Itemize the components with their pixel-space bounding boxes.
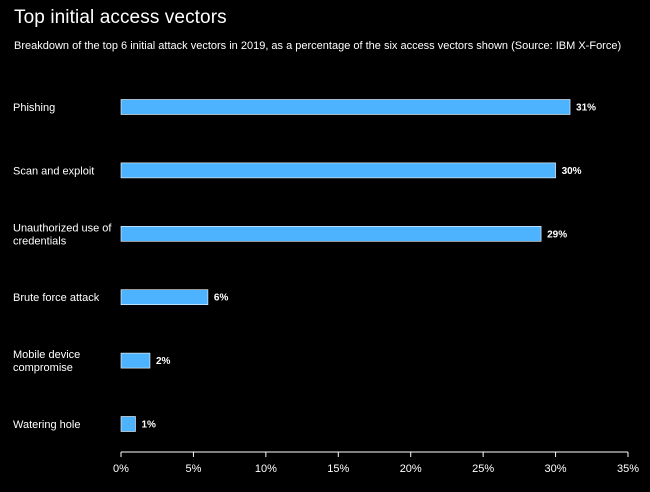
- value-label: 31%: [576, 103, 596, 114]
- x-tick-label: 5%: [185, 463, 201, 475]
- x-tick-label: 15%: [327, 463, 349, 475]
- bar: [120, 162, 556, 179]
- bar: [120, 416, 136, 432]
- category-label: Mobile device: [13, 349, 80, 361]
- x-tick-label: 10%: [255, 463, 277, 475]
- category-label: Phishing: [13, 102, 55, 114]
- category-label: Watering hole: [13, 419, 80, 431]
- chart-subtitle: Breakdown of the top 6 initial attack ve…: [14, 40, 622, 52]
- category-label: Unauthorized use of: [13, 222, 112, 234]
- value-label: 6%: [214, 293, 229, 304]
- x-axis: 0% 5% 10% 15% 20% 25% 30% 35%: [113, 451, 639, 475]
- x-tick-label: 25%: [472, 463, 494, 475]
- value-label: 29%: [547, 229, 567, 240]
- category-label: Scan and exploit: [13, 165, 94, 177]
- x-tick-label: 35%: [617, 463, 639, 475]
- bar: [120, 226, 542, 242]
- category-label: Brute force attack: [13, 292, 100, 304]
- chart-title: Top initial access vectors: [14, 7, 227, 28]
- x-tick-label: 20%: [400, 463, 422, 475]
- bar: [120, 289, 209, 306]
- value-label: 30%: [562, 166, 582, 177]
- bar: [120, 99, 571, 115]
- category-label: credentials: [13, 235, 67, 247]
- value-label: 2%: [156, 356, 171, 367]
- x-tick-label: 30%: [545, 463, 567, 475]
- bars-group: Phishing 31% Scan and exploit 30% Unauthoriz…: [13, 99, 596, 432]
- bar: [120, 352, 151, 369]
- x-tick-label: 0%: [113, 463, 129, 475]
- category-label: compromise: [13, 362, 73, 374]
- value-label: 1%: [141, 420, 156, 431]
